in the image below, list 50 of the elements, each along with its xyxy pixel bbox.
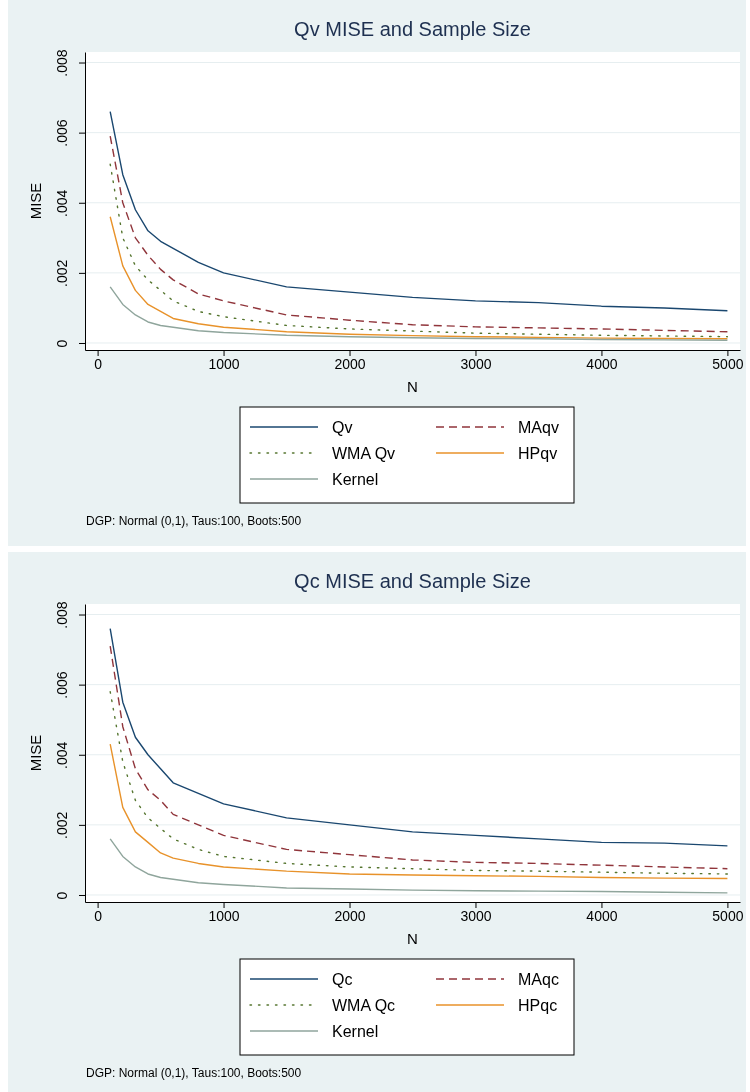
x-tick-label: 2000	[334, 355, 366, 372]
text: DGP: Normal (0,1), Taus:100, Boots:500	[86, 514, 302, 528]
legend-label: Kernel	[332, 1023, 379, 1040]
legend-label: MAqc	[518, 971, 559, 988]
x-tick-label: 3000	[460, 355, 492, 372]
line-series	[109, 627, 729, 847]
line-series	[109, 690, 729, 875]
legend-label: Qc	[332, 971, 353, 988]
line-series	[109, 645, 729, 870]
legend-label: HPqv	[518, 445, 558, 462]
legend-label: MAqv	[518, 419, 559, 436]
y-tick-label: .006	[54, 119, 70, 147]
x-tick-label: 0	[94, 355, 103, 372]
x-tick-label: 4000	[586, 907, 618, 924]
y-tick-label: .008	[54, 601, 70, 629]
x-axis-title: N	[407, 930, 418, 947]
legend-label: HPqc	[518, 997, 558, 1014]
x-tick-label: 4000	[586, 355, 618, 372]
text: DGP: Normal (0,1), Taus:100, Boots:500	[86, 1066, 302, 1080]
y-axis-title: MISE	[27, 182, 44, 220]
x-tick-label: 2000	[334, 907, 366, 924]
x-tick-label: 3000	[460, 907, 492, 924]
line-series	[109, 286, 729, 341]
y-axis-title: MISE	[27, 734, 44, 772]
line-series	[109, 163, 729, 338]
legend-label: WMA Qc	[332, 997, 396, 1014]
legend-label: Kernel	[332, 471, 379, 488]
x-tick-label: 5000	[712, 907, 744, 924]
y-tick-label: .004	[54, 741, 70, 769]
chart-title: Qv MISE and Sample Size	[294, 18, 531, 40]
line-series	[109, 838, 729, 894]
legend-label: WMA Qv	[332, 445, 396, 462]
x-tick-label: 0	[94, 907, 103, 924]
x-axis-title: N	[407, 378, 418, 395]
y-tick-label: .002	[54, 259, 70, 287]
y-tick-label: .008	[54, 49, 70, 77]
y-tick-label: .006	[54, 671, 70, 699]
y-tick-label: .002	[54, 811, 70, 839]
x-tick-label: 1000	[208, 355, 240, 372]
line-series	[109, 216, 729, 340]
x-tick-label: 1000	[208, 907, 240, 924]
legend-label: Qv	[332, 419, 353, 436]
line-series	[109, 110, 729, 312]
y-tick-label: 0	[54, 339, 70, 348]
chart-title: Qc MISE and Sample Size	[294, 570, 531, 592]
y-tick-label: .004	[54, 189, 70, 217]
y-tick-label: 0	[54, 891, 70, 900]
line-series	[109, 743, 729, 880]
line-series	[109, 135, 729, 333]
x-tick-label: 5000	[712, 355, 744, 372]
